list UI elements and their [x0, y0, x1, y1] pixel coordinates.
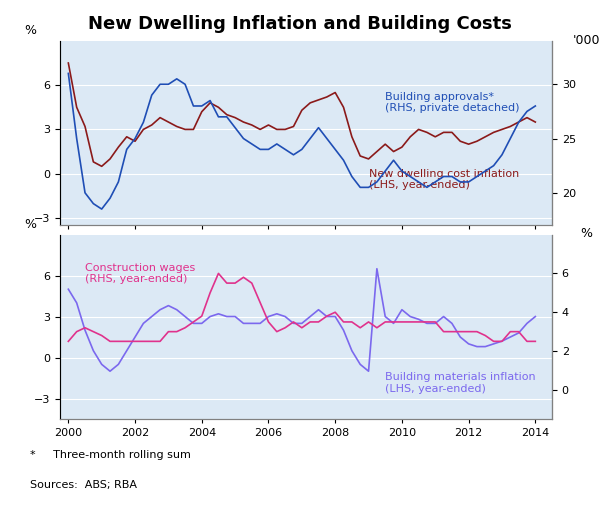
- Text: Sources:  ABS; RBA: Sources: ABS; RBA: [30, 480, 137, 491]
- Text: Construction wages
(RHS, year-ended): Construction wages (RHS, year-ended): [85, 263, 195, 285]
- Y-axis label: %: %: [580, 227, 592, 240]
- Text: Building materials inflation
(LHS, year-ended): Building materials inflation (LHS, year-…: [385, 372, 536, 393]
- Text: New dwelling cost inflation
(LHS, year-ended): New dwelling cost inflation (LHS, year-e…: [368, 169, 519, 191]
- Text: Building approvals*
(RHS, private detached): Building approvals* (RHS, private detach…: [385, 92, 520, 113]
- Y-axis label: %: %: [25, 218, 37, 231]
- Text: New Dwelling Inflation and Building Costs: New Dwelling Inflation and Building Cost…: [88, 15, 512, 33]
- Text: *     Three-month rolling sum: * Three-month rolling sum: [30, 450, 191, 460]
- Y-axis label: %: %: [25, 24, 37, 37]
- Y-axis label: '000: '000: [572, 34, 600, 47]
